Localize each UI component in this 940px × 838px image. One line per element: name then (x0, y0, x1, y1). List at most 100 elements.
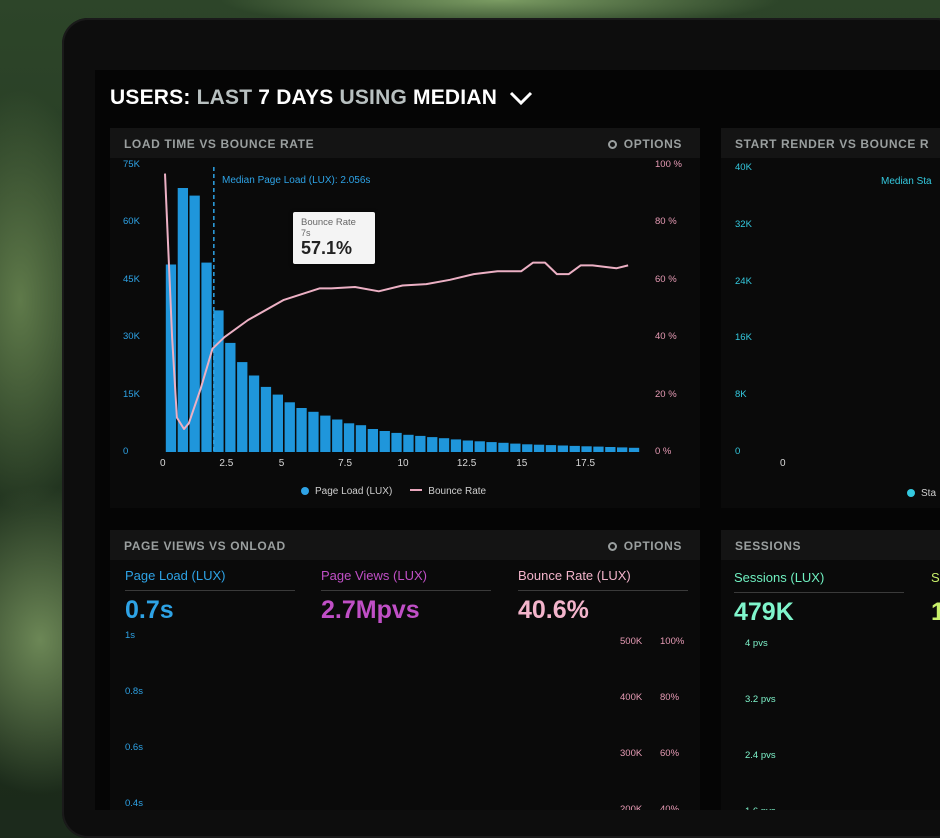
page-load-bar (189, 195, 200, 452)
page-load-bar (237, 362, 248, 452)
chart-legend: Page Load (LUX) Bounce Rate (301, 486, 486, 497)
chart-legend: Sta (907, 488, 936, 499)
y-tick-left: 1s (125, 630, 136, 641)
y-tick-left: 15K (123, 388, 140, 400)
page-load-bar (438, 438, 450, 452)
bounce-rate-tooltip: Bounce Rate 7s 57.1% (293, 212, 375, 264)
legend-dot-icon (907, 489, 915, 497)
page-load-bar (165, 264, 177, 452)
page-load-bar (213, 310, 224, 452)
y-tick-left: 0 (735, 446, 741, 457)
page-views-panel: PAGE VIEWS VS ONLOAD OPTIONS (110, 530, 700, 810)
legend-series1[interactable]: Page Load (LUX) (315, 486, 393, 497)
y-tick-left: 4 pvs (745, 638, 768, 649)
y-tick-left: 0 (123, 446, 129, 457)
metric-label-s: S (931, 570, 940, 585)
options-label: OPTIONS (623, 539, 682, 553)
y-tick-left: 2.4 pvs (745, 750, 776, 761)
page-load-bar (545, 445, 557, 452)
page-load-bar (498, 442, 509, 452)
tooltip-sub: 7s (301, 228, 311, 238)
x-tick: 5 (278, 458, 285, 469)
page-load-bar (474, 441, 485, 452)
page-load-bar (367, 429, 378, 452)
legend-series1[interactable]: Sta (921, 488, 937, 499)
options-button[interactable]: OPTIONS (607, 539, 682, 553)
page-load-bar (605, 447, 616, 452)
x-tick: 7.5 (338, 458, 353, 469)
y-tick-right: 100% (660, 636, 685, 647)
y-tick-left: 45K (123, 273, 140, 285)
dashboard-screen: USERS: LAST 7 DAYS USING MEDIAN LOAD TIM… (95, 70, 940, 810)
page-load-bar (177, 188, 188, 452)
panel-title: START RENDER VS BOUNCE R (735, 137, 930, 151)
page-load-bar (462, 440, 473, 452)
x-tick: 10 (397, 458, 409, 469)
title-prefix: USERS: (110, 86, 191, 109)
y-tick-left: 32K (735, 218, 752, 230)
y-tick-left: 0.8s (125, 686, 143, 697)
y-tick-left: 1.6 pvs (745, 806, 776, 810)
panel-header: START RENDER VS BOUNCE R (721, 128, 940, 158)
page-load-bar (533, 444, 545, 452)
chevron-down-icon[interactable] (509, 90, 533, 106)
page-load-bar (355, 425, 367, 452)
page-load-bar (260, 386, 272, 452)
page-load-bar (569, 445, 580, 452)
page-load-bar (284, 402, 295, 452)
y-tick-right: 200K (620, 804, 643, 810)
page-load-bar (510, 443, 521, 452)
page-load-bar (427, 437, 438, 452)
y-tick-left: 3.2 pvs (745, 694, 776, 705)
metric-label-sessions: Sessions (LUX) (734, 570, 825, 585)
y-tick-right: 0 % (655, 446, 672, 457)
metric-divider (125, 590, 295, 591)
title-stat: MEDIAN (413, 86, 498, 109)
y-tick-left: 0.6s (125, 742, 143, 753)
page-load-bar (272, 394, 283, 452)
x-tick: 2.5 (219, 458, 234, 469)
page-load-bar (391, 432, 402, 452)
page-load-bar (593, 446, 604, 452)
page-load-bar (332, 419, 343, 452)
panel-title: SESSIONS (735, 539, 802, 553)
x-tick: 15 (516, 458, 528, 469)
page-load-bar (403, 434, 414, 452)
y-tick-left: 75K (123, 159, 140, 170)
page-title[interactable]: USERS: LAST 7 DAYS USING MEDIAN (110, 86, 533, 110)
bounce-rate-line (164, 173, 629, 430)
x-tick: 0 (160, 458, 166, 469)
metric-value-page-load: 0.7s (125, 596, 174, 624)
legend-series2[interactable]: Bounce Rate (428, 486, 487, 497)
panel-title: PAGE VIEWS VS ONLOAD (124, 539, 286, 553)
options-button[interactable]: OPTIONS (607, 137, 682, 151)
gear-icon (607, 542, 617, 551)
metric-label-bounce-rate: Bounce Rate (LUX) (518, 568, 631, 583)
y-tick-right: 20 % (655, 388, 677, 400)
page-load-bar (379, 431, 390, 452)
y-tick-left: 30K (123, 331, 140, 343)
y-tick-right: 500K (620, 636, 643, 647)
page-load-bar (522, 444, 533, 452)
y-tick-right: 40% (660, 804, 680, 810)
y-tick-right: 100 % (655, 159, 682, 170)
y-tick-left: 40K (735, 162, 752, 173)
y-tick-left: 60K (123, 216, 140, 228)
page-load-bar (557, 445, 568, 452)
title-using: USING (339, 86, 407, 109)
y-tick-right: 400K (620, 692, 643, 703)
metric-label-page-views: Page Views (LUX) (321, 568, 427, 583)
panel-title: LOAD TIME VS BOUNCE RATE (124, 137, 315, 151)
sessions-panel: SESSIONS (721, 530, 940, 810)
metric-divider (321, 590, 491, 591)
y-tick-right: 80% (660, 692, 680, 703)
page-load-bar (450, 439, 462, 452)
panel-header: LOAD TIME VS BOUNCE RATE OPTIONS (110, 128, 700, 158)
page-load-bar (296, 408, 307, 452)
y-tick-left: 0.4s (125, 798, 143, 809)
options-label: OPTIONS (623, 137, 682, 151)
y-tick-right: 300K (620, 748, 643, 759)
y-tick-left: 24K (735, 275, 752, 287)
x-tick: 17.5 (575, 458, 596, 469)
legend-dot-icon (301, 487, 309, 495)
